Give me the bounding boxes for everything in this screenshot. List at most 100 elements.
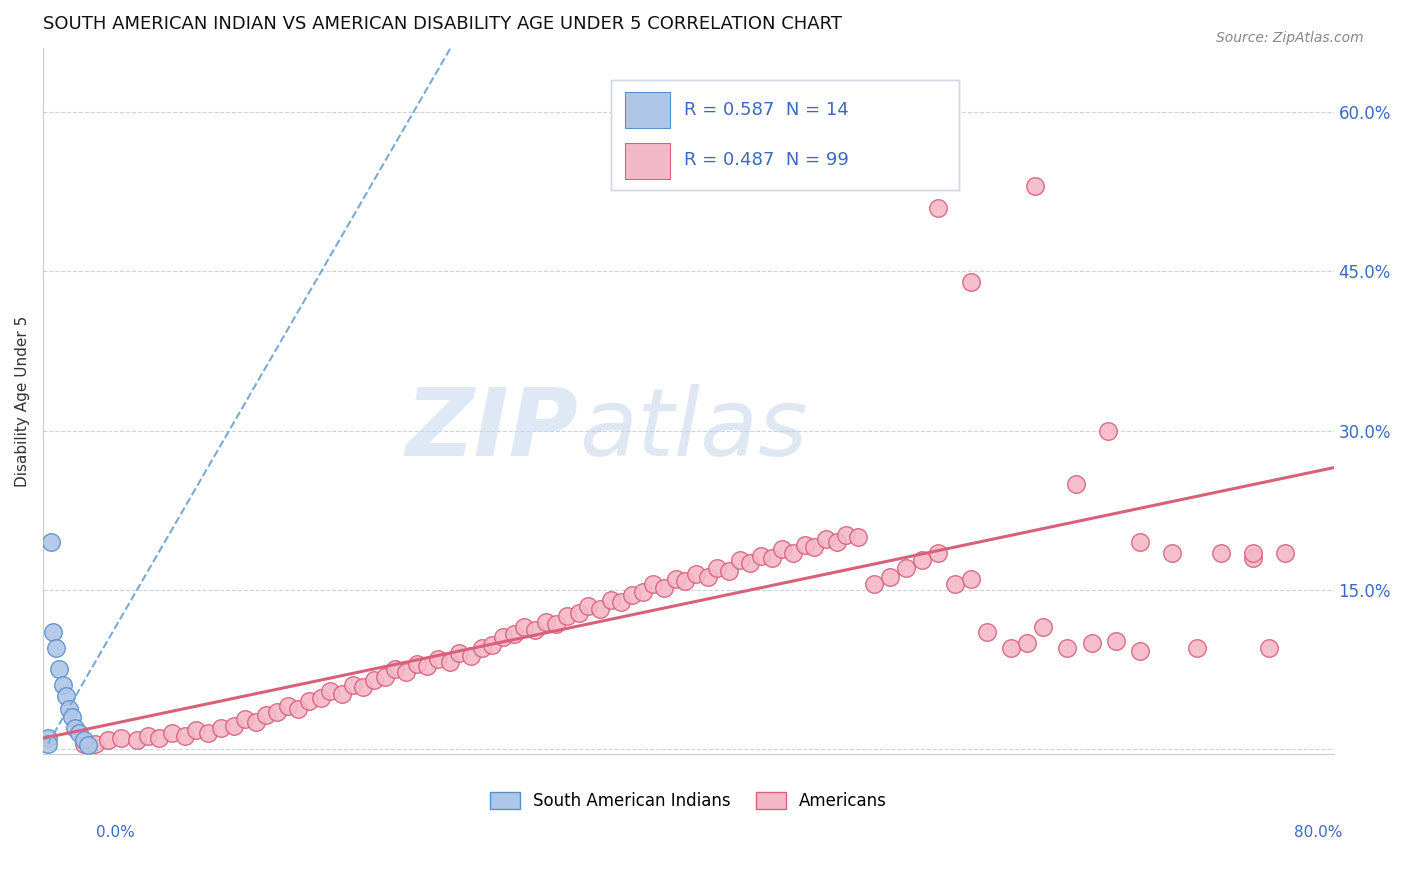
- Point: [814, 532, 837, 546]
- Point: [536, 615, 558, 629]
- Point: [39, 535, 62, 549]
- Text: SOUTH AMERICAN INDIAN VS AMERICAN DISABILITY AGE UNDER 5 CORRELATION CHART: SOUTH AMERICAN INDIAN VS AMERICAN DISABI…: [44, 15, 842, 33]
- Point: [846, 530, 869, 544]
- Point: [761, 550, 783, 565]
- Point: [1024, 179, 1046, 194]
- Point: [136, 729, 159, 743]
- Point: [174, 729, 197, 743]
- Point: [67, 726, 90, 740]
- Point: [65, 721, 87, 735]
- Point: [1241, 550, 1264, 565]
- Point: [222, 718, 245, 732]
- Point: [1032, 620, 1054, 634]
- Point: [546, 616, 568, 631]
- Point: [1080, 636, 1102, 650]
- Point: [1129, 535, 1152, 549]
- Point: [266, 705, 288, 719]
- Point: [959, 572, 981, 586]
- Point: [287, 701, 309, 715]
- Point: [652, 581, 675, 595]
- Point: [1258, 641, 1281, 656]
- Point: [664, 572, 686, 586]
- Point: [197, 726, 219, 740]
- Point: [524, 623, 547, 637]
- Point: [600, 593, 623, 607]
- Point: [97, 733, 120, 747]
- Point: [1064, 476, 1087, 491]
- Point: [449, 646, 471, 660]
- Point: [1105, 633, 1128, 648]
- Point: [42, 625, 65, 640]
- Point: [782, 545, 804, 559]
- Point: [406, 657, 429, 671]
- Point: [492, 631, 515, 645]
- Point: [1185, 641, 1208, 656]
- Point: [45, 641, 67, 656]
- Point: [209, 721, 232, 735]
- Point: [1000, 641, 1022, 656]
- Text: ZIP: ZIP: [406, 384, 579, 475]
- Point: [427, 651, 450, 665]
- Point: [1017, 636, 1039, 650]
- Point: [319, 683, 342, 698]
- Point: [717, 564, 740, 578]
- Point: [927, 545, 949, 559]
- Point: [557, 609, 579, 624]
- Point: [72, 733, 94, 747]
- Point: [384, 662, 406, 676]
- Point: [749, 549, 772, 563]
- Point: [1274, 545, 1296, 559]
- Point: [125, 733, 148, 747]
- Point: [803, 541, 825, 555]
- Point: [959, 275, 981, 289]
- Text: 0.0%: 0.0%: [96, 825, 135, 840]
- Point: [374, 670, 396, 684]
- Point: [254, 708, 277, 723]
- Point: [416, 659, 439, 673]
- Point: [60, 710, 83, 724]
- Point: [51, 678, 73, 692]
- Point: [342, 678, 364, 692]
- Point: [863, 577, 886, 591]
- Point: [738, 556, 761, 570]
- Point: [148, 731, 170, 746]
- Point: [110, 731, 132, 746]
- Point: [879, 570, 901, 584]
- Point: [186, 723, 208, 737]
- Point: [1209, 545, 1232, 559]
- Point: [1129, 644, 1152, 658]
- Point: [460, 648, 482, 663]
- Point: [352, 681, 374, 695]
- Text: atlas: atlas: [579, 384, 807, 475]
- Point: [395, 665, 418, 680]
- Point: [685, 566, 707, 581]
- Point: [589, 602, 612, 616]
- Point: [503, 627, 526, 641]
- Point: [48, 662, 70, 676]
- Y-axis label: Disability Age Under 5: Disability Age Under 5: [15, 316, 30, 487]
- Point: [641, 577, 664, 591]
- Point: [37, 737, 59, 751]
- Point: [72, 737, 94, 751]
- Point: [911, 553, 934, 567]
- Point: [927, 201, 949, 215]
- Point: [37, 731, 59, 746]
- Point: [330, 687, 353, 701]
- Point: [58, 701, 80, 715]
- Legend: South American Indians, Americans: South American Indians, Americans: [484, 785, 894, 816]
- Point: [896, 561, 918, 575]
- Point: [55, 689, 77, 703]
- Point: [576, 599, 599, 613]
- Point: [728, 553, 751, 567]
- Point: [793, 538, 815, 552]
- Point: [245, 715, 267, 730]
- Point: [673, 574, 696, 589]
- Point: [706, 561, 728, 575]
- Point: [825, 535, 848, 549]
- Point: [1241, 545, 1264, 559]
- Point: [513, 620, 536, 634]
- Point: [471, 641, 494, 656]
- Point: [696, 570, 718, 584]
- Point: [835, 527, 858, 541]
- Point: [277, 699, 299, 714]
